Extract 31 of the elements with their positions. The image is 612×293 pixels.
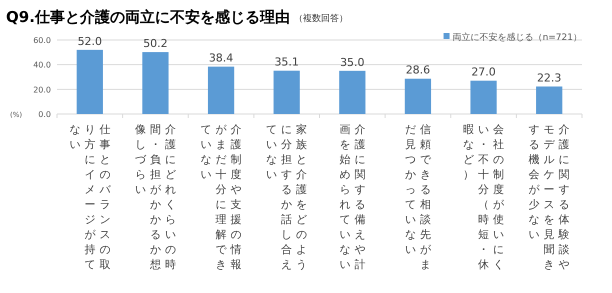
bar [470,80,497,114]
bar [536,86,562,114]
text: 22.3 [536,71,562,84]
bar [274,70,300,114]
chart-subtitle: （複数回答） [294,13,348,24]
text: 28.6 [406,64,430,77]
x-tick-label: 介護制度や支援の情報がまだ十分に理解できていない [200,122,242,272]
text: 35.0 [340,56,365,69]
chart-title: Q9.仕事と介護の両立に不安を感じる理由 [6,8,290,26]
y-tick-label: 60.0 [33,36,51,45]
y-tick-label: 20.0 [33,85,51,94]
x-tick-label: 仕事とのバランスの取り方にイメージが持てない [68,122,111,272]
text: 50.2 [143,37,168,50]
y-tick-label: 0.0 [38,110,51,119]
bar [339,70,366,114]
text: 35.1 [274,56,299,69]
x-tick-label: 介護に関する体験談やモデルケースを見聞きする機会が少ない [528,122,570,272]
x-tick-label: 信頼できる相談先がまだ見つかっていない [404,122,432,272]
y-tick-label: 40.0 [33,60,51,70]
bar [76,50,103,114]
legend-label: 両立に不安を感じる（n=721） [452,32,582,43]
bar [208,66,234,114]
bar [404,78,432,114]
x-tick-label: 会社の制度が使いにくい・不十分（時短・休暇など） [462,122,505,272]
text: 27.0 [471,66,496,79]
text: 38.4 [208,52,234,65]
bar [142,52,169,114]
x-tick-label: 家族と介護をどのように分担するか話し合えていない [266,122,308,272]
text: 52.0 [78,34,102,48]
x-tick-label: 介護にどれくらいの時間・負担がかかるか想像しづらい [134,122,176,272]
x-tick-label: 介護に関する備えや計画を始められていない [338,122,366,272]
